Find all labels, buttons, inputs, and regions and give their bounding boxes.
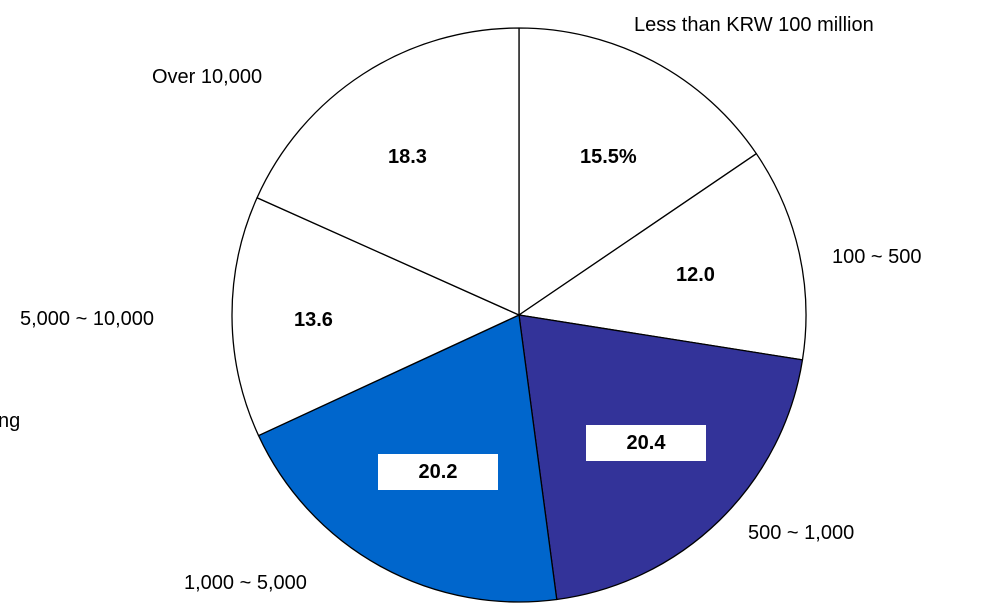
value-label-2: 20.4	[586, 425, 706, 461]
value-label-0: 15.5%	[580, 146, 637, 168]
value-label-1: 12.0	[676, 264, 715, 286]
category-label-4: 5,000 ~ 10,000	[20, 308, 155, 330]
value-label-4: 13.6	[294, 309, 333, 331]
value-label-3: 20.2	[378, 454, 498, 490]
cropped-text: ng	[0, 410, 21, 432]
pie-slice-1	[518, 153, 807, 361]
pie-slice-0	[518, 27, 758, 316]
category-label-3: 1,000 ~ 5,000	[184, 572, 307, 594]
category-label-1: 100 ~ 500	[832, 246, 922, 268]
pie-slice-5	[256, 27, 520, 316]
category-label-2: 500 ~ 1,000	[748, 522, 855, 544]
value-label-5: 18.3	[388, 146, 427, 168]
category-label-0: Less than KRW 100 million	[634, 14, 874, 36]
pie-slice-4	[231, 197, 520, 437]
category-label-5: Over 10,000	[152, 66, 263, 88]
